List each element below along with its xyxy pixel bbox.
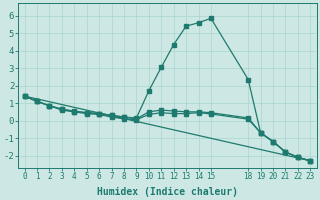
X-axis label: Humidex (Indice chaleur): Humidex (Indice chaleur) <box>97 186 238 197</box>
